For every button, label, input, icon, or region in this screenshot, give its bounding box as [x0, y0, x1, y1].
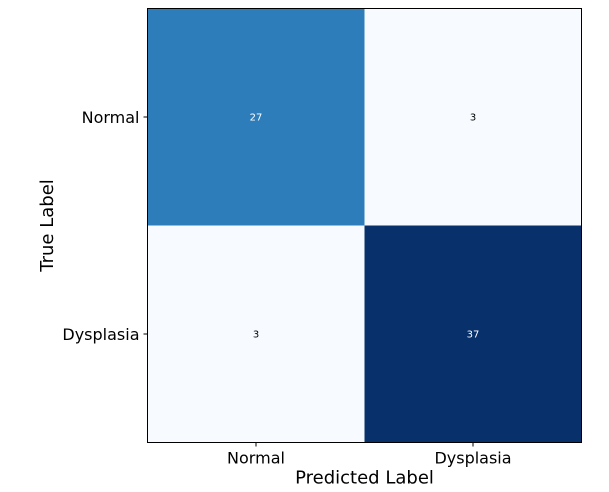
y-axis-label: True Label [37, 179, 58, 273]
heatmap-cell [147, 225, 365, 443]
heatmap-cell-labels: 27 3 3 37 [250, 113, 480, 341]
cell-value-label: 27 [250, 113, 263, 124]
y-tick-label: Dysplasia [62, 325, 139, 344]
heatmap-cells [147, 8, 582, 443]
cell-value-label: 37 [467, 330, 480, 341]
x-axis-label: Predicted Label [295, 468, 434, 489]
heatmap-cell [364, 8, 582, 226]
x-tick-label: Normal [227, 449, 285, 468]
cell-value-label: 3 [253, 330, 259, 341]
x-tick-label: Dysplasia [434, 449, 511, 468]
heatmap-cell [364, 225, 582, 443]
y-tick-label: Normal [82, 108, 140, 127]
cell-value-label: 3 [470, 113, 476, 124]
heatmap-cell [147, 8, 365, 226]
plot-frame [147, 8, 582, 443]
y-axis-ticks: Normal Dysplasia [62, 108, 148, 344]
x-axis-ticks: Normal Dysplasia [227, 442, 512, 468]
